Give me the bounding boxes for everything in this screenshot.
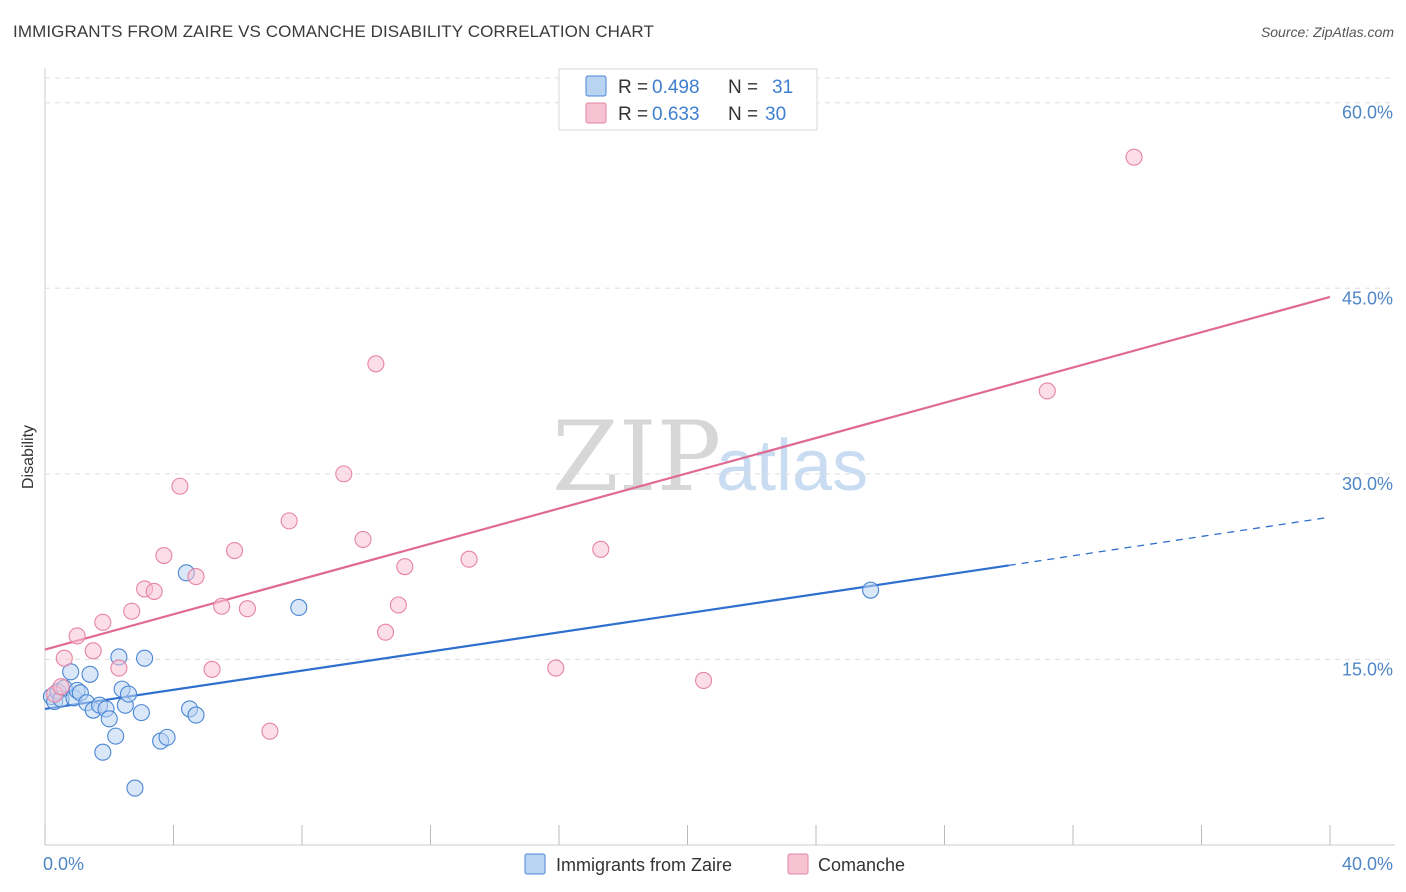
legend-n-value-zaire: 31 bbox=[772, 77, 793, 98]
y-tick-label-0: 15.0% bbox=[1342, 659, 1393, 679]
x-tick-label-1: 40.0% bbox=[1342, 854, 1393, 874]
point-comanche-30 bbox=[1125, 148, 1143, 166]
legend-r-label-comanche: R = bbox=[618, 104, 648, 125]
x-tick-label-0: 0.0% bbox=[43, 854, 84, 874]
legend: R = 0.498 N = 31 R = 0.633 N = 30 bbox=[558, 68, 818, 131]
point-comanche-23 bbox=[389, 596, 407, 614]
bottom-legend: Immigrants from Zaire Comanche bbox=[524, 853, 905, 875]
point-comanche-29 bbox=[1038, 382, 1056, 400]
point-comanche-26 bbox=[547, 659, 565, 677]
bottom-legend-label-zaire: Immigrants from Zaire bbox=[556, 855, 732, 875]
trend-lines bbox=[44, 295, 1331, 711]
point-comanche-24 bbox=[396, 558, 414, 576]
point-comanche-10 bbox=[155, 546, 173, 565]
bottom-legend-swatch-zaire bbox=[524, 853, 546, 875]
point-comanche-9 bbox=[145, 582, 163, 600]
chart-title: IMMIGRANTS FROM ZAIRE VS COMANCHE DISABI… bbox=[13, 22, 654, 41]
point-comanche-13 bbox=[203, 660, 221, 678]
y-tick-label-1: 30.0% bbox=[1342, 474, 1393, 494]
point-comanche-16 bbox=[238, 600, 256, 618]
legend-swatch-comanche bbox=[585, 102, 607, 124]
point-comanche-21 bbox=[367, 355, 385, 373]
point-comanche-19 bbox=[335, 465, 353, 483]
y-tick-labels: 15.0% 30.0% 45.0% 60.0% bbox=[1342, 103, 1393, 680]
watermark-atlas: atlas bbox=[716, 426, 868, 506]
axes bbox=[44, 68, 1395, 846]
point-comanche-22 bbox=[376, 623, 395, 641]
data-points bbox=[42, 148, 1143, 797]
legend-r-value-zaire: 0.498 bbox=[652, 77, 700, 98]
point-comanche-4 bbox=[84, 642, 102, 660]
point-comanche-28 bbox=[695, 671, 713, 690]
point-comanche-18 bbox=[280, 512, 298, 530]
point-comanche-25 bbox=[460, 550, 478, 568]
point-zaire-29 bbox=[290, 598, 308, 617]
point-zaire-13 bbox=[94, 743, 112, 761]
trend-line-0 bbox=[44, 564, 1009, 711]
point-zaire-28 bbox=[187, 706, 205, 724]
point-comanche-11 bbox=[171, 477, 189, 495]
legend-n-label-comanche: N = bbox=[728, 104, 758, 125]
point-comanche-12 bbox=[187, 567, 205, 586]
point-zaire-30 bbox=[862, 581, 880, 599]
legend-swatch-zaire bbox=[585, 75, 607, 97]
y-tick-label-2: 45.0% bbox=[1342, 288, 1393, 308]
trend-line-extension-0 bbox=[1008, 516, 1331, 567]
grid-lines bbox=[45, 77, 1395, 660]
point-zaire-15 bbox=[100, 710, 118, 728]
point-comanche-27 bbox=[592, 540, 610, 558]
point-comanche-3 bbox=[68, 627, 86, 645]
point-comanche-6 bbox=[110, 659, 128, 677]
point-comanche-5 bbox=[94, 613, 112, 631]
trend-line-1 bbox=[44, 295, 1331, 651]
y-tick-label-3: 60.0% bbox=[1342, 103, 1393, 123]
y-axis-title: Disability bbox=[20, 425, 37, 489]
source-label: Source: ZipAtlas.com bbox=[1260, 24, 1394, 40]
legend-r-label-zaire: R = bbox=[618, 77, 648, 98]
point-zaire-21 bbox=[126, 779, 144, 797]
point-comanche-14 bbox=[213, 597, 231, 615]
watermark-zip: ZIP bbox=[552, 401, 721, 513]
legend-n-value-comanche: 30 bbox=[765, 104, 786, 125]
legend-r-value-comanche: 0.633 bbox=[652, 104, 700, 125]
bottom-legend-swatch-comanche bbox=[787, 853, 809, 875]
point-zaire-10 bbox=[81, 665, 99, 683]
point-zaire-22 bbox=[132, 704, 150, 722]
point-zaire-16 bbox=[107, 727, 125, 745]
point-comanche-15 bbox=[225, 542, 244, 560]
point-zaire-25 bbox=[158, 728, 176, 746]
point-comanche-7 bbox=[123, 602, 141, 620]
bottom-legend-label-comanche: Comanche bbox=[818, 855, 905, 875]
x-tick-labels: 0.0% 40.0% bbox=[43, 854, 1393, 874]
point-comanche-2 bbox=[55, 649, 73, 667]
watermark: ZIP atlas bbox=[552, 401, 868, 513]
point-comanche-20 bbox=[354, 530, 372, 548]
point-zaire-20 bbox=[119, 685, 138, 703]
point-comanche-17 bbox=[261, 722, 279, 740]
point-zaire-23 bbox=[136, 649, 154, 667]
point-comanche-1 bbox=[52, 678, 70, 696]
legend-n-label-zaire: N = bbox=[728, 77, 758, 98]
